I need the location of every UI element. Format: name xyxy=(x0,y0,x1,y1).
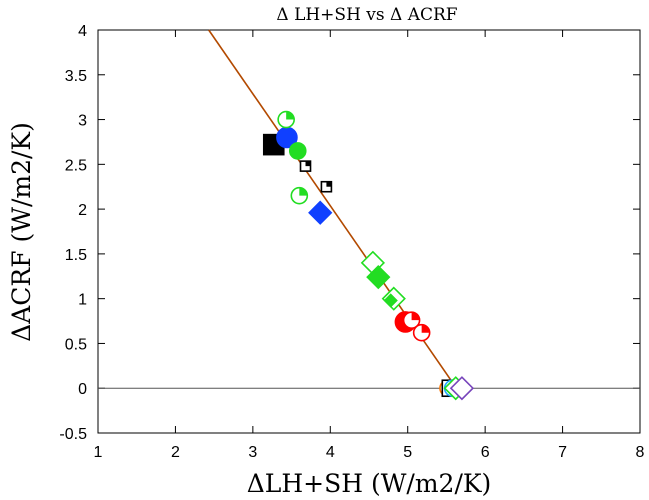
y-tick-label: 2.5 xyxy=(65,157,87,174)
y-tick-label: 0 xyxy=(78,381,87,398)
x-tick-label: 6 xyxy=(481,444,490,461)
data-point xyxy=(290,186,309,205)
y-tick-label: 3 xyxy=(78,113,87,130)
data-point xyxy=(366,265,391,290)
y-tick-label: 3.5 xyxy=(65,68,87,85)
data-point xyxy=(412,323,431,342)
data-point xyxy=(449,376,475,401)
data-point xyxy=(277,110,295,129)
x-tick-label: 4 xyxy=(326,444,335,461)
data-point xyxy=(402,311,421,329)
y-tick-label: 2 xyxy=(78,202,87,219)
chart-title: Δ LH+SH vs Δ ACRF xyxy=(276,5,457,25)
y-tick-label: 0.5 xyxy=(65,336,87,353)
y-tick-label: 1.5 xyxy=(65,247,87,264)
data-points xyxy=(262,110,475,401)
y-tick-label: 1 xyxy=(78,292,87,309)
y-tick-label: -0.5 xyxy=(59,426,87,443)
reference-lines xyxy=(98,29,640,389)
data-point xyxy=(288,142,307,160)
data-point xyxy=(320,180,333,193)
x-tick-label: 1 xyxy=(94,444,103,461)
y-axis-label: ΔACRF (W/m2/K) xyxy=(7,122,36,342)
x-axis-label: ΔLH+SH (W/m2/K) xyxy=(247,469,492,498)
axis-ticks: 1 2 3 4 5 6 7 8 -0.5 0 0.5 1 1.5 2 2.5 3 3.5 4 xyxy=(59,23,644,461)
x-tick-label: 3 xyxy=(248,444,257,461)
x-tick-label: 7 xyxy=(558,444,567,461)
plot-area-frame xyxy=(97,29,641,434)
x-tick-label: 2 xyxy=(171,444,180,461)
x-tick-label: 8 xyxy=(636,444,645,461)
data-point xyxy=(299,160,312,172)
data-point xyxy=(308,200,333,225)
y-tick-label: 4 xyxy=(78,23,87,40)
data-point xyxy=(383,293,398,308)
x-tick-label: 5 xyxy=(403,444,412,461)
